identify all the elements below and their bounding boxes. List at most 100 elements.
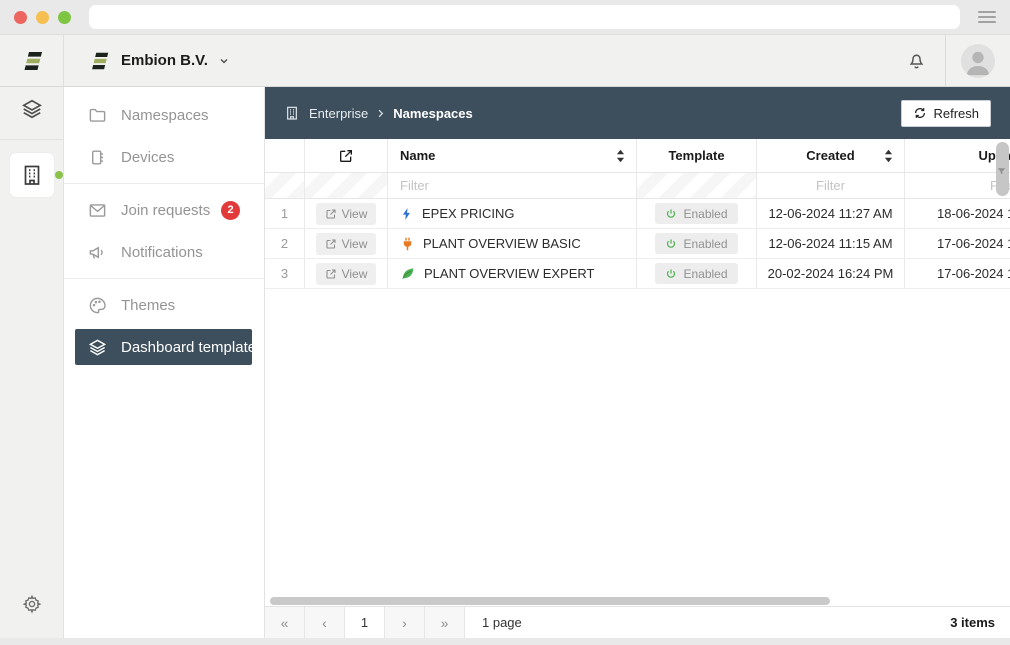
filter-funnel-icon[interactable] [996,166,1007,177]
external-link-icon [340,149,352,162]
status-badge: Enabled [655,233,738,254]
filter-cell-disabled [305,173,388,198]
sidebar-divider [64,278,264,279]
vertical-scrollbar[interactable] [994,139,1009,596]
app-header: Embion B.V. [0,35,1010,87]
items-count-label: 3 items [950,615,995,630]
external-link-icon [326,208,336,219]
template-cell: Enabled [637,199,757,228]
breadcrumb-namespaces: Namespaces [393,105,473,121]
filter-cell-created [757,173,905,198]
refresh-label: Refresh [933,105,979,121]
namespaces-table: Name Template Created [265,139,1010,596]
embion-logo-icon [24,51,42,70]
filter-cell-name [388,173,637,198]
template-cell: Enabled [637,229,757,258]
last-page-button[interactable]: » [425,607,465,638]
rail-dashboards-button[interactable] [0,87,64,131]
first-page-button[interactable]: « [265,607,305,638]
folder-icon [88,106,107,125]
sidebar-item-join-requests[interactable]: Join requests 2 [64,189,264,231]
name-cell: EPEX PRICING [388,199,637,228]
view-button[interactable]: View [315,202,377,225]
join-requests-count-badge: 2 [221,200,240,220]
sidebar-item-label: Devices [121,148,175,166]
created-cell: 12-06-2024 11:27 AM [757,199,905,228]
filter-cell-disabled [637,173,757,198]
sidebar: Namespaces Devices Join requests 2 Notif… [64,87,265,638]
filter-cell-disabled [265,173,305,198]
current-page-button[interactable]: 1 [345,607,385,638]
leaf-icon [400,266,416,281]
embion-logo-icon [92,52,109,69]
active-indicator-dot [54,171,63,179]
view-button[interactable]: View [315,262,377,285]
status-badge: Enabled [655,203,738,224]
column-header-created[interactable]: Created [757,139,905,172]
name-filter-input[interactable] [388,173,636,198]
plug-icon [400,236,415,252]
settings-button[interactable] [0,582,64,626]
avatar [961,43,995,78]
next-page-button[interactable]: › [385,607,425,638]
chevron-right-icon [375,108,386,119]
pagination-bar: « ‹ 1 › » 1 page 3 items [265,606,1010,638]
window-bottom-edge [0,638,1010,645]
namespace-name: PLANT OVERVIEW BASIC [423,236,581,251]
sidebar-item-themes[interactable]: Themes [64,284,264,326]
notifications-bell-button[interactable] [887,35,945,86]
close-window-button[interactable] [14,10,27,24]
sort-icon[interactable] [884,149,893,162]
sidebar-item-notifications[interactable]: Notifications [64,231,264,273]
building-icon [24,165,39,185]
gear-icon [22,594,41,614]
sidebar-item-namespaces[interactable]: Namespaces [64,94,264,136]
main-content: Enterprise Namespaces Refresh [265,87,1010,638]
address-bar[interactable] [89,5,960,29]
refresh-button[interactable]: Refresh [901,99,991,127]
created-cell: 12-06-2024 11:15 AM [757,229,905,258]
chevron-down-icon [218,55,230,67]
device-icon [88,148,107,167]
column-header-view [305,139,388,172]
filter-cell-updated [905,173,1010,198]
sidebar-item-label: Namespaces [121,106,209,124]
status-badge: Enabled [655,263,738,284]
app-logo [0,35,64,86]
building-icon [284,105,300,121]
external-link-icon [326,238,336,249]
created-filter-input[interactable] [757,173,904,198]
sort-icon[interactable] [616,149,625,162]
view-button[interactable]: View [315,232,377,255]
sidebar-item-devices[interactable]: Devices [64,136,264,178]
maximize-window-button[interactable] [58,10,71,24]
name-cell: PLANT OVERVIEW EXPERT [388,259,637,288]
user-menu-button[interactable] [946,35,1010,86]
updated-cell: 18-06-2024 12: [905,199,1010,228]
bolt-icon [400,206,414,222]
browser-menu-icon[interactable] [978,11,996,23]
page-count-label: 1 page [482,615,522,630]
table-row: 2 View PLANT OVERVIEW BASIC [265,229,1010,259]
table-header-row: Name Template Created [265,139,1010,173]
sidebar-item-label: Themes [121,296,176,314]
table-filter-row [265,173,1010,199]
horizontal-scrollbar[interactable] [265,596,1010,606]
updated-filter-input[interactable] [905,173,1010,198]
view-cell: View [305,259,388,288]
rail-enterprise-button[interactable] [9,153,63,197]
power-icon [667,209,676,218]
org-selector[interactable]: Embion B.V. [64,35,230,86]
minimize-window-button[interactable] [36,10,49,24]
bell-icon [909,54,923,69]
previous-page-button[interactable]: ‹ [305,607,345,638]
refresh-icon [915,108,926,118]
table-row: 1 View EPEX PRICING [265,199,1010,229]
external-link-icon [326,268,336,279]
column-header-index [265,139,305,172]
sidebar-item-dashboard-templates[interactable]: Dashboard templates [75,329,264,365]
sidebar-item-label: Join requests [121,201,211,219]
breadcrumb-enterprise[interactable]: Enterprise [309,105,369,121]
horizontal-scrollbar-thumb[interactable] [270,597,830,605]
column-header-name[interactable]: Name [388,139,637,172]
